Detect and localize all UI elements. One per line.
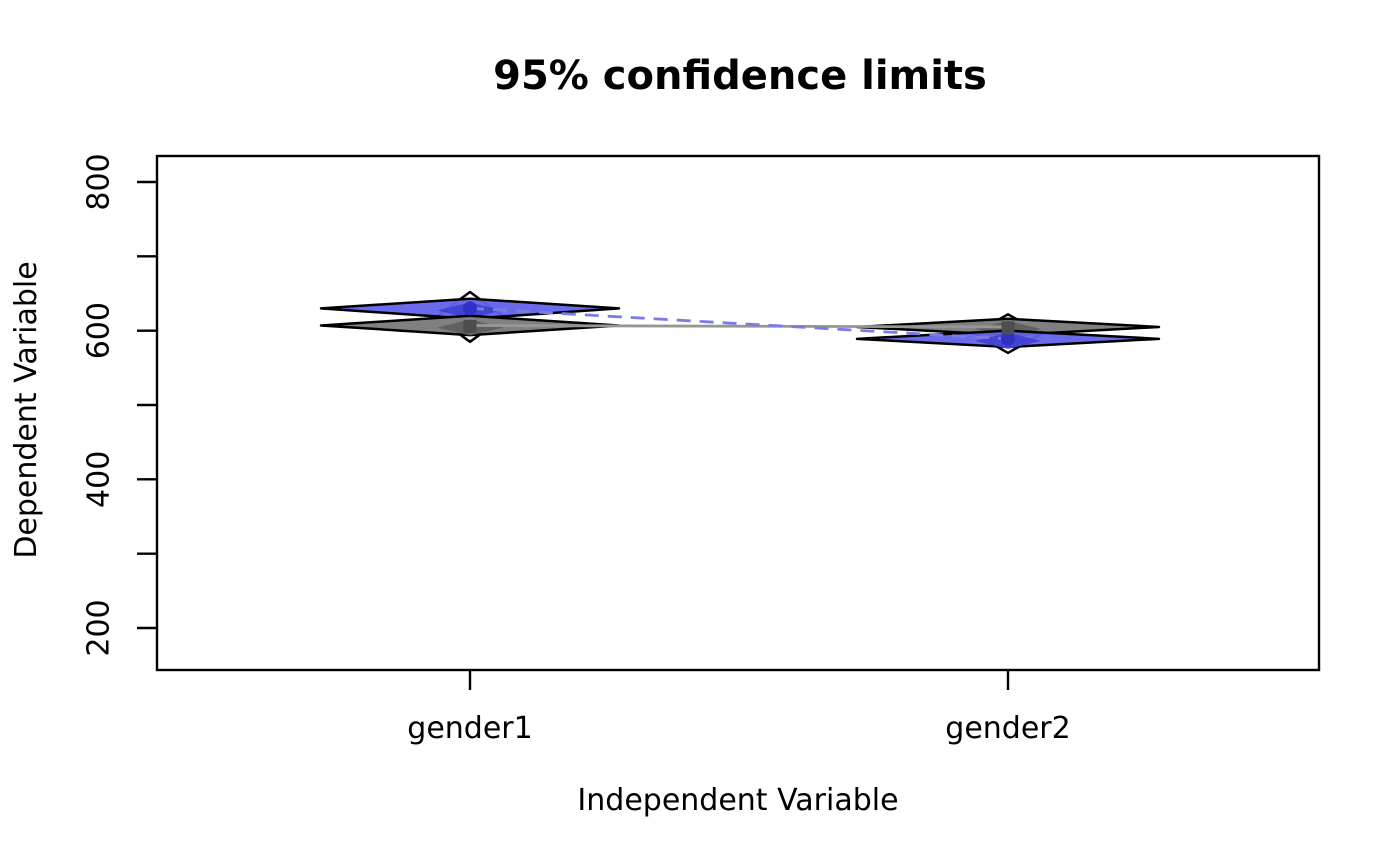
plot-box bbox=[155, 154, 1321, 672]
blue-mean-marker-gender2 bbox=[1001, 331, 1015, 346]
x-axis-label: Independent Variable bbox=[577, 783, 899, 818]
x-category-label-gender1: gender1 bbox=[407, 711, 532, 746]
gray-mean-marker-gender1 bbox=[463, 319, 477, 333]
y-tick-label-200: 200 bbox=[82, 599, 117, 656]
chart-title: 95% confidence limits bbox=[493, 53, 987, 99]
gray-mean-line bbox=[469, 324, 1009, 329]
blue-mean-line bbox=[469, 306, 1009, 341]
y-tick-label-400: 400 bbox=[82, 451, 117, 508]
x-category-label-gender2: gender2 bbox=[945, 711, 1070, 746]
gray-mean-marker-gender2 bbox=[1001, 321, 1015, 335]
blue-mean-marker-gender1 bbox=[463, 301, 477, 316]
y-tick-label-600: 600 bbox=[82, 302, 117, 359]
y-axis-label: Dependent Variable bbox=[9, 261, 44, 559]
y-tick-label-800: 800 bbox=[82, 153, 117, 210]
